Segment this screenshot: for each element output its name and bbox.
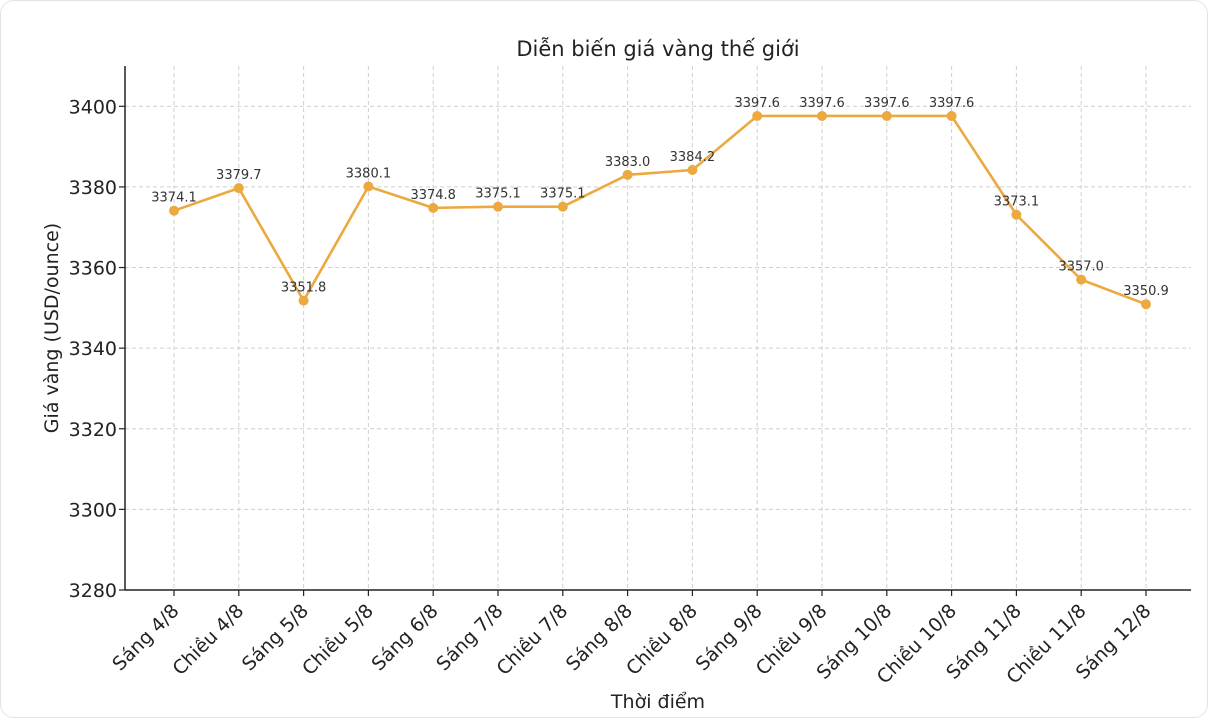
data-point — [1076, 274, 1087, 285]
data-label: 3357.0 — [1058, 260, 1104, 275]
data-label: 3351.8 — [281, 281, 327, 296]
x-tick-label: Chiều 7/8 — [492, 600, 572, 680]
data-point — [622, 169, 633, 180]
data-point — [493, 201, 503, 212]
chart-title: Diễn biến giá vàng thế giới — [516, 36, 799, 61]
data-point — [298, 295, 309, 306]
data-point — [1011, 209, 1022, 220]
data-point — [687, 164, 698, 175]
data-label: 3384.2 — [670, 150, 716, 165]
data-label: 3373.1 — [994, 195, 1040, 210]
x-axis-label: Thời điểm — [610, 691, 705, 713]
data-label: 3397.6 — [929, 96, 975, 111]
data-label: 3379.7 — [216, 168, 262, 183]
data-point — [233, 183, 244, 194]
data-label: 3397.6 — [734, 96, 780, 111]
data-point — [428, 202, 439, 213]
data-label: 3397.6 — [864, 96, 910, 111]
data-point — [881, 110, 892, 121]
data-point — [363, 181, 374, 192]
data-label: 3375.1 — [475, 187, 521, 202]
series-gold-price: 3374.1 3379.7 3351.8 3380.1 3374.8 3375.1 3375… — [151, 96, 1169, 310]
y-tick-label: 3280 — [69, 580, 117, 602]
data-point — [557, 201, 568, 212]
y-tick-label: 3340 — [69, 338, 117, 360]
data-label: 3374.8 — [410, 188, 456, 203]
x-tick-label: Chiều 4/8 — [168, 600, 248, 680]
data-point — [169, 205, 179, 216]
data-label: 3380.1 — [346, 167, 392, 182]
grid — [125, 66, 1191, 591]
data-point — [946, 110, 957, 121]
y-axis-label: Giá vàng (USD/ounce) — [41, 223, 63, 433]
data-point — [1141, 299, 1151, 310]
data-point — [817, 110, 827, 121]
data-label: 3374.1 — [151, 191, 197, 206]
data-label: 3397.6 — [799, 96, 845, 111]
y-tick-label: 3300 — [69, 499, 117, 521]
x-tick-label: Chiều 8/8 — [622, 600, 702, 680]
data-point — [752, 110, 763, 121]
x-tick-label: Chiều 5/8 — [298, 600, 378, 680]
y-tick-label: 3400 — [69, 96, 117, 118]
data-label: 3375.1 — [540, 187, 586, 202]
y-tick-label: 3380 — [69, 177, 117, 199]
series-line — [173, 114, 1147, 306]
y-tick-label: 3360 — [69, 258, 117, 280]
data-label: 3350.9 — [1123, 284, 1169, 299]
y-tick-label: 3320 — [69, 419, 117, 441]
x-tick-label: Sáng 6/8 — [367, 600, 442, 675]
data-label: 3383.0 — [605, 155, 651, 170]
